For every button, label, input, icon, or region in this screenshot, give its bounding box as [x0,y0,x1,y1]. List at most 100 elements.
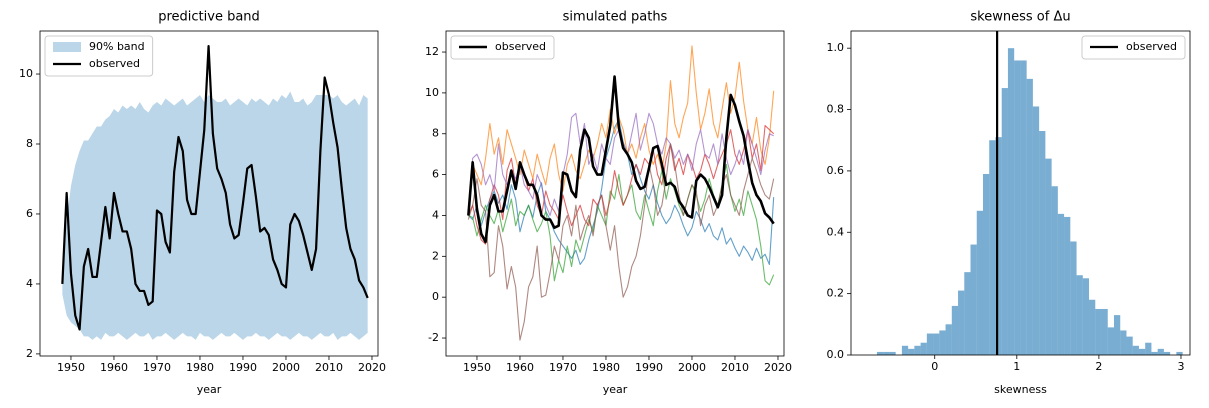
y-tick-label: 0.0 [827,348,845,361]
legend-box [44,35,154,77]
histogram-bar [1045,158,1052,355]
histogram-bar [1095,308,1102,355]
histogram-bar [1039,131,1046,355]
legend: observed [1081,35,1186,60]
y-tick-label: 10 [425,86,439,99]
x-tick-label: 1970 [549,361,577,374]
histogram-bar [1132,345,1139,355]
histogram-bar [933,333,940,355]
band [62,91,368,340]
histogram-bar [1057,213,1065,355]
histogram-bar [982,173,990,355]
panel: 1950 1960 1970 1980 1990 2000 2010 2020 2 4 6 8 10 pr… [19,10,386,397]
x-tick-label: 0 [931,360,938,373]
y-tick-label: -2 [428,331,439,344]
histogram-bar [1051,186,1058,355]
x-tick-label: 1980 [186,361,214,374]
histogram-bar [1138,348,1146,355]
histogram-bar [1070,241,1077,355]
legend-swatch [53,42,81,52]
panel: 1950 1960 1970 1980 1990 2000 2010 2020 -2 0 2 4 6 8 1… [425,10,792,397]
histogram-bar [1032,106,1040,355]
x-tick-label: 2010 [721,361,749,374]
histogram-bar [1064,216,1071,355]
x-tick-label: 2020 [358,361,386,374]
x-tick-label: 2000 [678,361,706,374]
histogram-bar [908,348,915,355]
y-tick-label: 10 [19,67,33,80]
line [467,75,775,244]
histogram-bar [1026,78,1033,355]
histogram-bar [970,244,977,355]
histogram-bar [1120,330,1127,355]
x-tick-label: 1980 [592,361,620,374]
legend-label: observed [89,57,140,70]
histogram-bar [1176,351,1183,355]
histogram-bar [901,345,909,355]
histogram-bar [1107,327,1114,355]
chart-title: predictive band [158,10,260,25]
histogram-bar [951,305,959,355]
x-tick-label: 2010 [315,361,343,374]
y-tick-label: 0.2 [827,287,845,300]
histogram-bar [1007,48,1015,355]
x-tick-label: 1990 [229,361,257,374]
axes-frame [445,30,785,357]
histogram-bar [1151,351,1158,355]
histogram-bar [958,290,965,355]
x-tick-label: 1960 [100,361,128,374]
histogram-bar [995,137,1002,355]
x-tick-label: 1950 [463,361,491,374]
legend-box [450,35,555,60]
histogram-bar [876,351,884,355]
histogram-bar [926,333,934,355]
histogram-bar [1163,351,1171,355]
histogram-bar [914,345,921,355]
histogram-bar [1101,308,1108,355]
line [61,44,369,331]
x-tick-label: 1970 [143,361,171,374]
y-tick-label: 0 [432,290,439,303]
plot-area [61,44,369,340]
y-tick-label: 4 [26,277,33,290]
y-tick-label: 0.8 [827,103,845,116]
histogram-bar [1001,88,1008,355]
y-tick-label: 6 [26,207,33,220]
chart-title: skewness of Δu [970,10,1070,25]
x-tick-label: 2 [1095,360,1102,373]
histogram-bar [1020,60,1027,355]
histogram-bar [1082,278,1090,355]
x-tick-label: 1990 [635,361,663,374]
histogram-bar [1157,348,1164,355]
x-tick-label: 3 [1177,360,1184,373]
histogram-bar [1126,336,1133,355]
x-tick-label: 1 [1013,360,1020,373]
histogram-bar [920,342,927,355]
histogram-bar [883,351,890,355]
legend: 90% band observed [44,35,154,77]
line [467,118,775,266]
x-axis-label: year [603,383,628,396]
chart-title: simulated paths [563,10,668,25]
histogram-bar [1145,342,1152,355]
y-tick-label: 6 [432,168,439,181]
plot-area [467,45,775,341]
x-tick-label: 2000 [272,361,300,374]
legend-label: observed [495,40,546,53]
axes-frame [39,30,379,357]
histogram-bar [939,330,946,355]
panel: 0 1 2 3 0.0 0.2 0.4 0.6 0.8 1.0 skewness of Δu skew… [827,10,1191,396]
y-tick-label: 4 [432,208,439,221]
histogram-bar [889,351,896,355]
y-tick-label: 2 [26,347,33,360]
y-tick-label: 0.6 [827,164,845,177]
x-tick-label: 1950 [57,361,85,374]
x-tick-label: 2020 [764,361,792,374]
legend: observed [450,35,555,60]
y-tick-label: 1.0 [827,41,845,54]
histogram-bar [1089,299,1096,355]
y-tick-label: 0.4 [827,225,845,238]
histogram-bar [964,272,971,355]
histogram-bar [945,324,952,355]
